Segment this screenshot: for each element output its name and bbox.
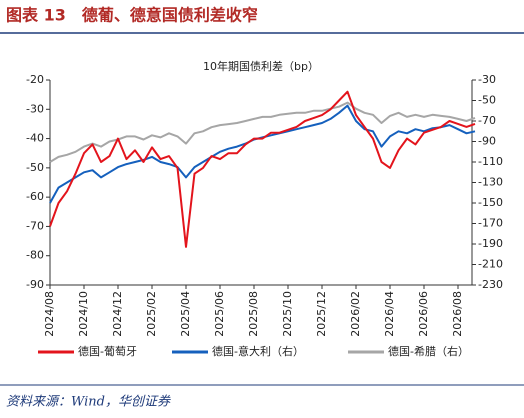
y2-tick-label: -230 [478, 278, 503, 291]
y-tick-label: -20 [26, 73, 44, 86]
series-line [49, 101, 476, 163]
x-tick-label: 2025/06 [213, 291, 226, 337]
y-tick-label: -70 [26, 219, 44, 232]
y-tick-label: -40 [26, 132, 44, 145]
y2-tick-label: -50 [478, 94, 496, 107]
y-tick-label: -30 [26, 102, 44, 115]
x-tick-label: 2026/02 [349, 291, 362, 337]
series-line [49, 104, 476, 204]
series-line [49, 90, 476, 248]
x-tick-label: 2024/08 [43, 291, 56, 337]
y2-tick-label: -190 [478, 237, 503, 250]
y2-tick-label: -30 [478, 73, 496, 86]
legend-label: 德国-意大利（右） [212, 344, 304, 358]
y2-tick-label: -150 [478, 196, 503, 209]
y-tick-label: -80 [26, 249, 44, 262]
legend-label: 德国-葡萄牙 [78, 344, 137, 358]
source: 资料来源：Wind，华创证券 [6, 395, 171, 410]
x-tick-label: 2024/12 [111, 291, 124, 337]
y2-tick-label: -90 [478, 135, 496, 148]
y2-tick-label: -210 [478, 258, 503, 271]
x-tick-label: 2025/02 [145, 291, 158, 337]
y-tick-label: -50 [26, 161, 44, 174]
x-tick-label: 2026/08 [451, 291, 464, 337]
x-tick-label: 2026/06 [417, 291, 430, 337]
x-tick-label: 2026/04 [383, 291, 396, 337]
chart-title: 10年期国债利差（bp） [203, 59, 319, 73]
x-tick-label: 2025/12 [315, 291, 328, 337]
x-tick-label: 2024/10 [77, 291, 90, 337]
x-tick-label: 2025/10 [281, 291, 294, 337]
x-tick-label: 2025/08 [247, 291, 260, 337]
header-title: 图表 13 德葡、德意国债利差收窄 [6, 6, 258, 25]
y2-tick-label: -130 [478, 176, 503, 189]
y2-tick-label: -70 [478, 114, 496, 127]
y-tick-label: -60 [26, 190, 44, 203]
legend-label: 德国-希腊（右） [388, 344, 469, 358]
y2-tick-label: -170 [478, 217, 503, 230]
x-tick-label: 2025/04 [179, 291, 192, 337]
y-tick-label: -90 [26, 278, 44, 291]
y2-tick-label: -110 [478, 155, 503, 168]
